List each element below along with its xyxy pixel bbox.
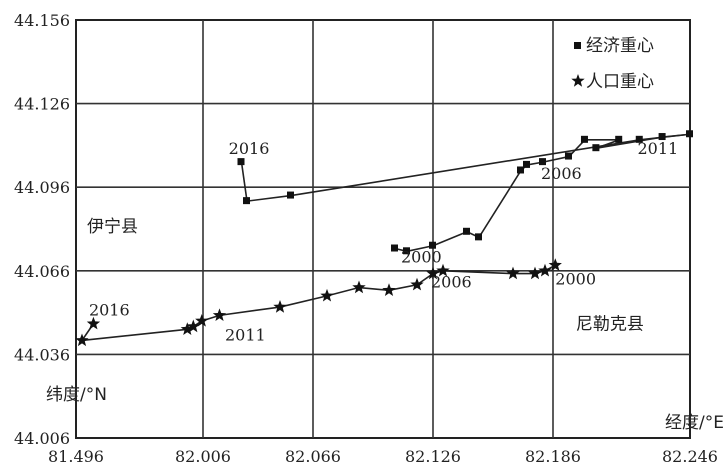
pop-line xyxy=(81,264,556,342)
x-tick-label: 82.126 xyxy=(405,447,461,466)
pop-point xyxy=(212,308,227,321)
y-tick-label: 44.096 xyxy=(14,178,70,197)
econ-line-segment xyxy=(432,231,468,247)
y-tick-label: 44.066 xyxy=(14,262,70,281)
x-tick-label: 81.496 xyxy=(48,447,104,466)
econ-point xyxy=(686,130,693,138)
econ-point xyxy=(475,233,482,241)
pop-point xyxy=(352,280,366,294)
econ-line-segment xyxy=(290,139,640,197)
econ-point xyxy=(539,158,546,166)
pop-point xyxy=(382,283,396,296)
econ-point xyxy=(429,241,436,249)
econ-line-segment xyxy=(478,170,522,238)
pop-point xyxy=(506,266,520,280)
econ-point xyxy=(523,160,530,168)
econ-point xyxy=(287,191,294,199)
pop-point xyxy=(436,263,450,277)
year-annotation: 2006 xyxy=(431,273,472,292)
pop-point xyxy=(528,266,542,280)
pop-point xyxy=(538,263,552,277)
econ-point xyxy=(592,144,600,152)
econ-point xyxy=(391,244,398,252)
y-tick-label: 44.036 xyxy=(14,345,70,364)
y-axis-label: 纬度/°N xyxy=(46,385,107,405)
econ-point xyxy=(658,133,666,141)
pop-point xyxy=(86,316,101,330)
pop-point xyxy=(548,258,562,271)
y-tick-label: 44.156 xyxy=(14,11,70,30)
y-tick-label: 44.006 xyxy=(14,429,70,448)
x-axis-label: 经度/°E xyxy=(665,413,724,433)
econ-point xyxy=(403,247,410,255)
econ-point xyxy=(243,197,250,205)
year-annotation: 2006 xyxy=(541,164,582,183)
pop-point xyxy=(273,300,287,313)
pop-point xyxy=(75,333,89,347)
x-tick-label: 82.066 xyxy=(285,447,341,466)
econ-line-segment xyxy=(542,155,570,163)
econ-point xyxy=(615,135,623,143)
econ-point xyxy=(580,135,588,143)
region-label: 伊宁县 xyxy=(87,217,138,237)
pop-point xyxy=(186,319,200,333)
region-label: 尼勒克县 xyxy=(576,314,644,334)
pop-point xyxy=(195,314,209,327)
econ-point xyxy=(517,166,524,174)
year-annotation: 2000 xyxy=(555,270,596,289)
x-tick-label: 82.246 xyxy=(662,447,718,466)
econ-point xyxy=(564,152,572,160)
econ-point xyxy=(635,135,643,143)
econ-point xyxy=(237,158,245,166)
legend-label: 经济重心 xyxy=(586,36,654,56)
year-annotation: 2011 xyxy=(637,139,678,158)
year-annotation: 2016 xyxy=(89,300,130,319)
econ-point xyxy=(463,227,470,235)
year-annotation: 2011 xyxy=(225,325,266,344)
x-tick-label: 82.006 xyxy=(175,447,231,466)
year-annotation: 2016 xyxy=(229,139,270,158)
econ-line-segment xyxy=(406,244,434,253)
legend-star-icon xyxy=(571,74,585,87)
x-tick-label: 82.186 xyxy=(525,447,581,466)
legend-square-icon xyxy=(574,42,581,49)
legend-label: 人口重心 xyxy=(586,72,654,92)
y-tick-label: 44.126 xyxy=(14,95,70,114)
year-annotation: 2000 xyxy=(401,247,442,266)
pop-point xyxy=(180,322,194,335)
pop-point xyxy=(320,288,334,302)
plot-frame xyxy=(75,19,691,439)
pop-point xyxy=(410,277,424,291)
econ-line-segment xyxy=(246,194,292,202)
econ-line-segment xyxy=(240,162,248,202)
pop-point xyxy=(426,266,440,280)
